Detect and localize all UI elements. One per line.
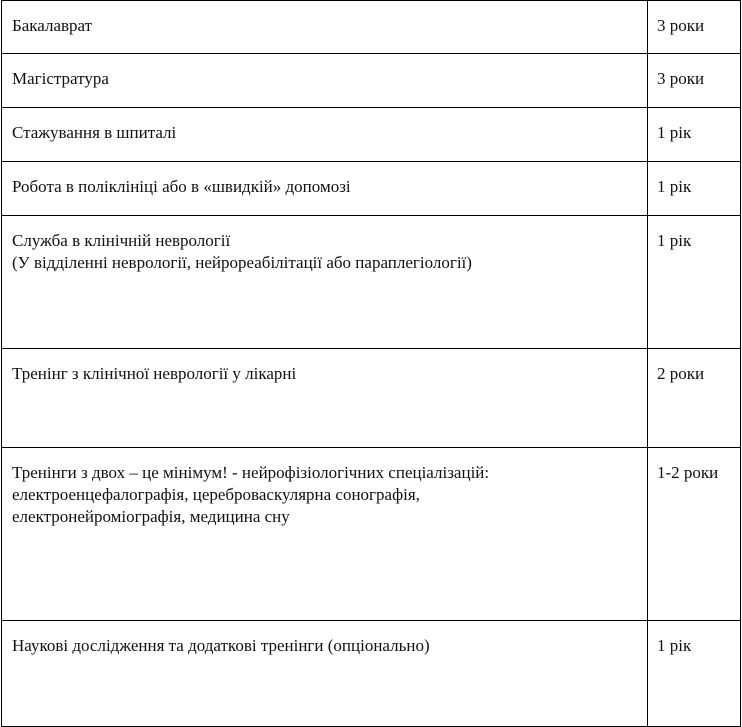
- duration-cell: 3 роки: [647, 0, 741, 54]
- table-row: Тренінг з клінічної неврології у лікарні…: [1, 348, 741, 448]
- duration-cell: 3 роки: [647, 53, 741, 108]
- table-row: Магістратура 3 роки: [1, 53, 741, 108]
- stage-note: (У відділенні неврології, нейрореабіліта…: [12, 253, 472, 272]
- table-row: Бакалаврат 3 роки: [1, 0, 741, 54]
- stage-cell: Бакалаврат: [1, 0, 648, 54]
- stage-cell: Стажування в шпиталі: [1, 107, 648, 162]
- duration-cell: 1 рік: [647, 215, 741, 349]
- duration-cell: 1 рік: [647, 161, 741, 216]
- duration-cell: 1 рік: [647, 107, 741, 162]
- table-row: Робота в поліклініці або в «швидкій» доп…: [1, 161, 741, 216]
- stage-cell: Тренінги з двох – це мінімум! - нейрофіз…: [1, 447, 648, 621]
- table-row: Стажування в шпиталі 1 рік: [1, 107, 741, 162]
- duration-cell: 1 рік: [647, 620, 741, 727]
- stage-cell: Тренінг з клінічної неврології у лікарні: [1, 348, 648, 448]
- duration-cell: 1-2 роки: [647, 447, 741, 621]
- stage-cell: Наукові дослідження та додаткові тренінг…: [1, 620, 648, 727]
- table-row: Служба в клінічній неврології (У відділе…: [1, 215, 741, 349]
- table-row: Тренінги з двох – це мінімум! - нейрофіз…: [1, 447, 741, 621]
- stage-title: Служба в клінічній неврології: [12, 231, 231, 250]
- stage-cell: Магістратура: [1, 53, 648, 108]
- duration-cell: 2 роки: [647, 348, 741, 448]
- stage-cell: Робота в поліклініці або в «швидкій» доп…: [1, 161, 648, 216]
- stage-cell: Служба в клінічній неврології (У відділе…: [1, 215, 648, 349]
- table-row: Наукові дослідження та додаткові тренінг…: [1, 620, 741, 727]
